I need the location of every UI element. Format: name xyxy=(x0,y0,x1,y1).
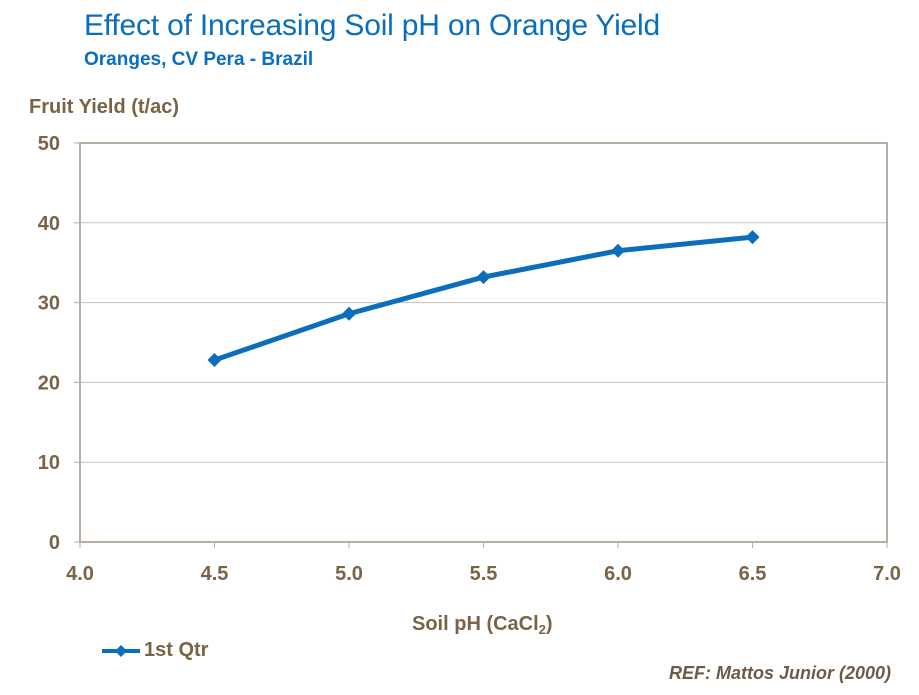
data-point-diamond xyxy=(745,230,760,245)
x-tick-label: 6.0 xyxy=(604,563,632,585)
x-tick-label: 5.5 xyxy=(470,563,498,585)
plot-frame xyxy=(79,142,888,543)
x-axis-label: Soil pH (CaCl2) xyxy=(412,613,553,637)
y-tick-labels: 0 10 20 30 40 50 xyxy=(38,133,60,554)
reference-note: REF: Mattos Junior (2000) xyxy=(668,663,891,683)
y-tick-label: 40 xyxy=(38,213,60,235)
y-axis-label: Fruit Yield (t/ac) xyxy=(29,96,180,118)
plot-border xyxy=(79,142,888,543)
legend-line-diamond-icon xyxy=(102,644,140,657)
y-tick-label: 10 xyxy=(38,452,60,474)
y-tick-label: 50 xyxy=(38,133,60,155)
x-tick-label: 7.0 xyxy=(873,563,901,585)
data-point-diamond xyxy=(611,243,625,258)
x-tick-label: 4.0 xyxy=(66,563,94,585)
x-axis-label-text: Soil pH (CaCl xyxy=(412,613,539,635)
x-axis-label-subscript: 2 xyxy=(538,622,546,637)
data-point-diamond xyxy=(207,353,222,368)
chart-title: Effect of Increasing Soil pH on Orange Y… xyxy=(84,9,660,42)
data-point-diamond xyxy=(476,270,491,285)
axis-ticks xyxy=(74,142,888,548)
series-line xyxy=(213,234,753,363)
series-1st-qtr xyxy=(207,230,760,368)
legend-label: 1st Qtr xyxy=(144,639,209,661)
x-tick-label: 6.5 xyxy=(739,563,767,585)
x-tick-label: 4.5 xyxy=(201,563,229,585)
y-tick-label: 0 xyxy=(49,532,60,554)
gridlines xyxy=(80,222,887,463)
x-tick-labels: 4.0 4.5 5.0 5.5 6.0 6.5 7.0 xyxy=(66,563,901,585)
chart-subtitle: Oranges, CV Pera - Brazil xyxy=(84,49,314,70)
x-tick-label: 5.0 xyxy=(335,563,363,585)
legend: 1st Qtr xyxy=(100,639,208,662)
y-tick-label: 30 xyxy=(38,293,60,315)
y-tick-label: 20 xyxy=(38,372,60,394)
x-axis-label-close: ) xyxy=(545,613,553,635)
data-point-diamond xyxy=(342,306,356,321)
